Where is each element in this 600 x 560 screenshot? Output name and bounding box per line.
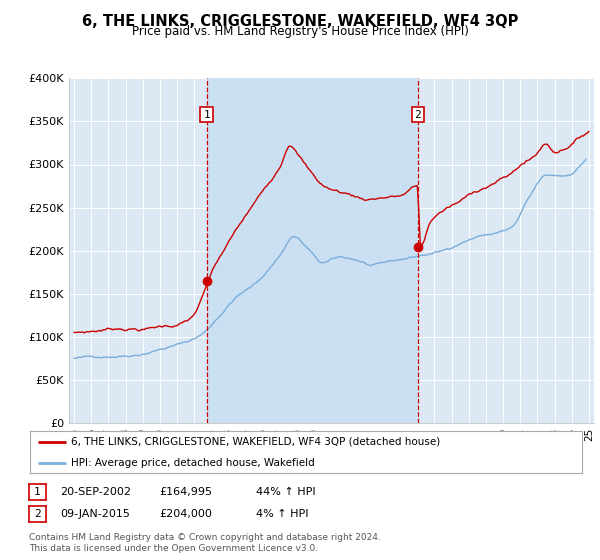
Text: £204,000: £204,000 xyxy=(160,509,212,519)
Text: 6, THE LINKS, CRIGGLESTONE, WAKEFIELD, WF4 3QP (detached house): 6, THE LINKS, CRIGGLESTONE, WAKEFIELD, W… xyxy=(71,437,440,447)
Text: Contains HM Land Registry data © Crown copyright and database right 2024.: Contains HM Land Registry data © Crown c… xyxy=(29,533,380,542)
Bar xyxy=(206,78,418,423)
Text: 4% ↑ HPI: 4% ↑ HPI xyxy=(256,509,308,519)
Text: Price paid vs. HM Land Registry's House Price Index (HPI): Price paid vs. HM Land Registry's House … xyxy=(131,25,469,38)
Text: 2: 2 xyxy=(34,509,41,519)
Text: £164,995: £164,995 xyxy=(160,487,212,497)
Text: HPI: Average price, detached house, Wakefield: HPI: Average price, detached house, Wake… xyxy=(71,458,315,468)
Text: 20-SEP-2002: 20-SEP-2002 xyxy=(61,487,131,497)
Text: 1: 1 xyxy=(203,110,210,120)
Text: 09-JAN-2015: 09-JAN-2015 xyxy=(61,509,130,519)
Text: 6, THE LINKS, CRIGGLESTONE, WAKEFIELD, WF4 3QP: 6, THE LINKS, CRIGGLESTONE, WAKEFIELD, W… xyxy=(82,14,518,29)
Text: 2: 2 xyxy=(415,110,421,120)
Text: 44% ↑ HPI: 44% ↑ HPI xyxy=(256,487,315,497)
Text: This data is licensed under the Open Government Licence v3.0.: This data is licensed under the Open Gov… xyxy=(29,544,318,553)
Text: 1: 1 xyxy=(34,487,41,497)
